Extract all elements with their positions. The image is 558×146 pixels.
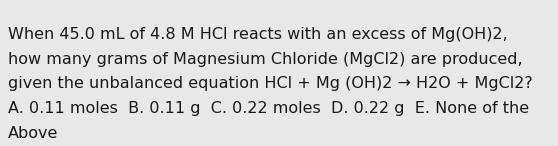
Text: A. 0.11 moles  B. 0.11 g  C. 0.22 moles  D. 0.22 g  E. None of the: A. 0.11 moles B. 0.11 g C. 0.22 moles D.…: [8, 101, 530, 116]
Text: Above: Above: [8, 126, 59, 141]
Text: how many grams of Magnesium Chloride (MgCl2) are produced,: how many grams of Magnesium Chloride (Mg…: [8, 52, 523, 67]
Text: given the unbalanced equation HCl + Mg (OH)2 → H2O + MgCl2?: given the unbalanced equation HCl + Mg (…: [8, 77, 533, 92]
Text: When 45.0 mL of 4.8 M HCl reacts with an excess of Mg(OH)2,: When 45.0 mL of 4.8 M HCl reacts with an…: [8, 27, 508, 42]
